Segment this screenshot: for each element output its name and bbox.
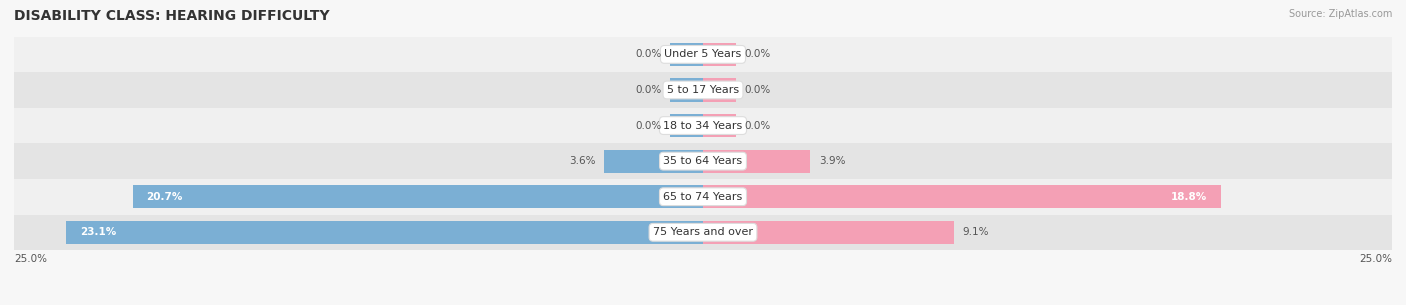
Text: 75 Years and over: 75 Years and over	[652, 227, 754, 237]
Bar	[14, 37, 1392, 72]
Text: 0.0%: 0.0%	[744, 85, 770, 95]
Text: 0.0%: 0.0%	[636, 49, 662, 59]
Bar	[669, 43, 703, 66]
Text: Source: ZipAtlas.com: Source: ZipAtlas.com	[1288, 9, 1392, 19]
Text: 3.6%: 3.6%	[569, 156, 596, 166]
Text: 23.1%: 23.1%	[80, 227, 117, 237]
Bar	[14, 108, 1392, 143]
Text: 0.0%: 0.0%	[636, 120, 662, 131]
Text: 3.9%: 3.9%	[818, 156, 845, 166]
Bar	[703, 149, 810, 173]
Text: 25.0%: 25.0%	[14, 254, 46, 264]
Text: 65 to 74 Years: 65 to 74 Years	[664, 192, 742, 202]
Text: 25.0%: 25.0%	[1360, 254, 1392, 264]
Text: Under 5 Years: Under 5 Years	[665, 49, 741, 59]
Bar	[669, 114, 703, 137]
Text: 0.0%: 0.0%	[744, 49, 770, 59]
Bar	[132, 185, 703, 208]
Bar	[14, 72, 1392, 108]
Text: 0.0%: 0.0%	[636, 85, 662, 95]
Bar	[703, 221, 953, 244]
Bar	[66, 221, 703, 244]
Bar	[603, 149, 703, 173]
Bar	[14, 179, 1392, 214]
Bar	[669, 78, 703, 102]
Text: DISABILITY CLASS: HEARING DIFFICULTY: DISABILITY CLASS: HEARING DIFFICULTY	[14, 9, 329, 23]
Text: 0.0%: 0.0%	[744, 120, 770, 131]
Bar	[703, 114, 737, 137]
Bar	[14, 214, 1392, 250]
Bar	[703, 78, 737, 102]
Text: 18.8%: 18.8%	[1171, 192, 1208, 202]
Text: 35 to 64 Years: 35 to 64 Years	[664, 156, 742, 166]
Text: 9.1%: 9.1%	[962, 227, 988, 237]
Bar	[703, 43, 737, 66]
Bar	[703, 185, 1220, 208]
Text: 20.7%: 20.7%	[146, 192, 183, 202]
Text: 18 to 34 Years: 18 to 34 Years	[664, 120, 742, 131]
Bar	[14, 143, 1392, 179]
Text: 5 to 17 Years: 5 to 17 Years	[666, 85, 740, 95]
